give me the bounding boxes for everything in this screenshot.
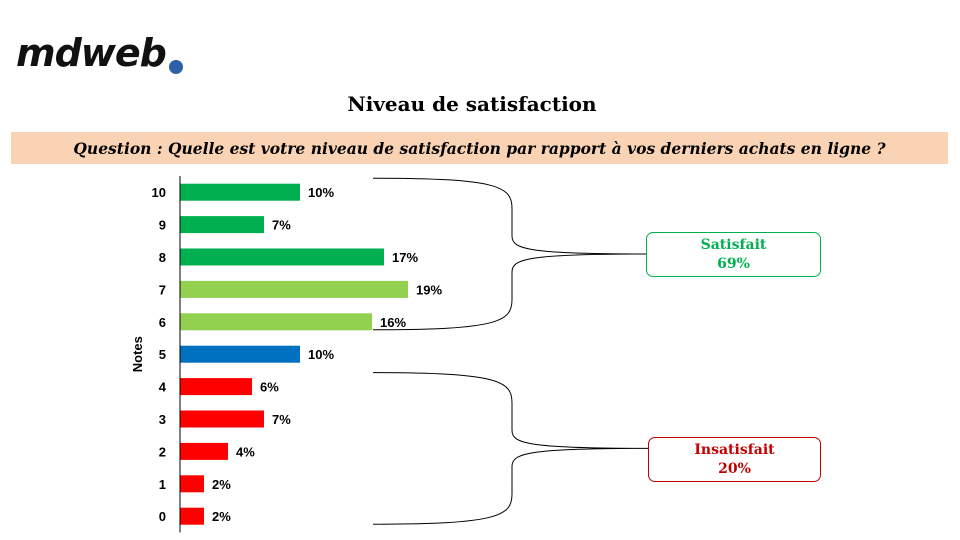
tick-label-9: 9 bbox=[159, 218, 166, 233]
tick-label-10: 10 bbox=[152, 185, 166, 200]
y-axis-title: Notes bbox=[130, 336, 145, 372]
data-label-8: 17% bbox=[392, 250, 418, 265]
mdweb-logo: mdweb bbox=[16, 31, 167, 75]
insatisfait-value: 20% bbox=[718, 460, 751, 477]
insatisfait-label: Insatisfait bbox=[694, 442, 775, 459]
data-label-10: 10% bbox=[308, 185, 334, 200]
bar-6 bbox=[180, 313, 372, 331]
tick-label-2: 2 bbox=[159, 444, 166, 459]
bar-1 bbox=[180, 475, 204, 493]
tick-label-6: 6 bbox=[159, 315, 166, 330]
data-label-1: 2% bbox=[212, 477, 231, 492]
data-label-0: 2% bbox=[212, 509, 231, 524]
data-label-6: 16% bbox=[380, 315, 406, 330]
satisfait-value: 69% bbox=[717, 255, 750, 272]
logo-dot bbox=[169, 60, 183, 74]
satisfait-label: Satisfait bbox=[700, 237, 767, 254]
insatisfait-box: Insatisfait 20% bbox=[648, 437, 821, 482]
bar-0 bbox=[180, 507, 204, 525]
data-label-5: 10% bbox=[308, 347, 334, 362]
brace-insatisfait bbox=[372, 372, 649, 525]
satisfait-box: Satisfait 69% bbox=[646, 232, 821, 277]
question-banner: Question : Quelle est votre niveau de sa… bbox=[11, 132, 948, 164]
tick-label-7: 7 bbox=[159, 282, 166, 297]
tick-label-0: 0 bbox=[159, 509, 166, 524]
tick-label-1: 1 bbox=[159, 477, 166, 492]
data-label-9: 7% bbox=[272, 218, 291, 233]
tick-label-4: 4 bbox=[159, 380, 167, 395]
question-text: Question : Quelle est votre niveau de sa… bbox=[73, 138, 886, 158]
bar-9 bbox=[180, 216, 264, 234]
bar-10 bbox=[180, 183, 300, 201]
bar-8 bbox=[180, 248, 384, 266]
bar-7 bbox=[180, 280, 408, 298]
brace-satisfait bbox=[372, 177, 647, 331]
data-label-3: 7% bbox=[272, 412, 291, 427]
data-label-7: 19% bbox=[416, 282, 442, 297]
tick-label-5: 5 bbox=[159, 347, 166, 362]
data-label-2: 4% bbox=[236, 444, 255, 459]
bar-4 bbox=[180, 378, 252, 396]
tick-label-8: 8 bbox=[159, 250, 166, 265]
chart-title: Niveau de satisfaction bbox=[347, 92, 597, 116]
tick-label-3: 3 bbox=[159, 412, 166, 427]
bar-3 bbox=[180, 410, 264, 428]
bar-2 bbox=[180, 442, 228, 460]
bar-5 bbox=[180, 345, 300, 363]
data-label-4: 6% bbox=[260, 380, 279, 395]
